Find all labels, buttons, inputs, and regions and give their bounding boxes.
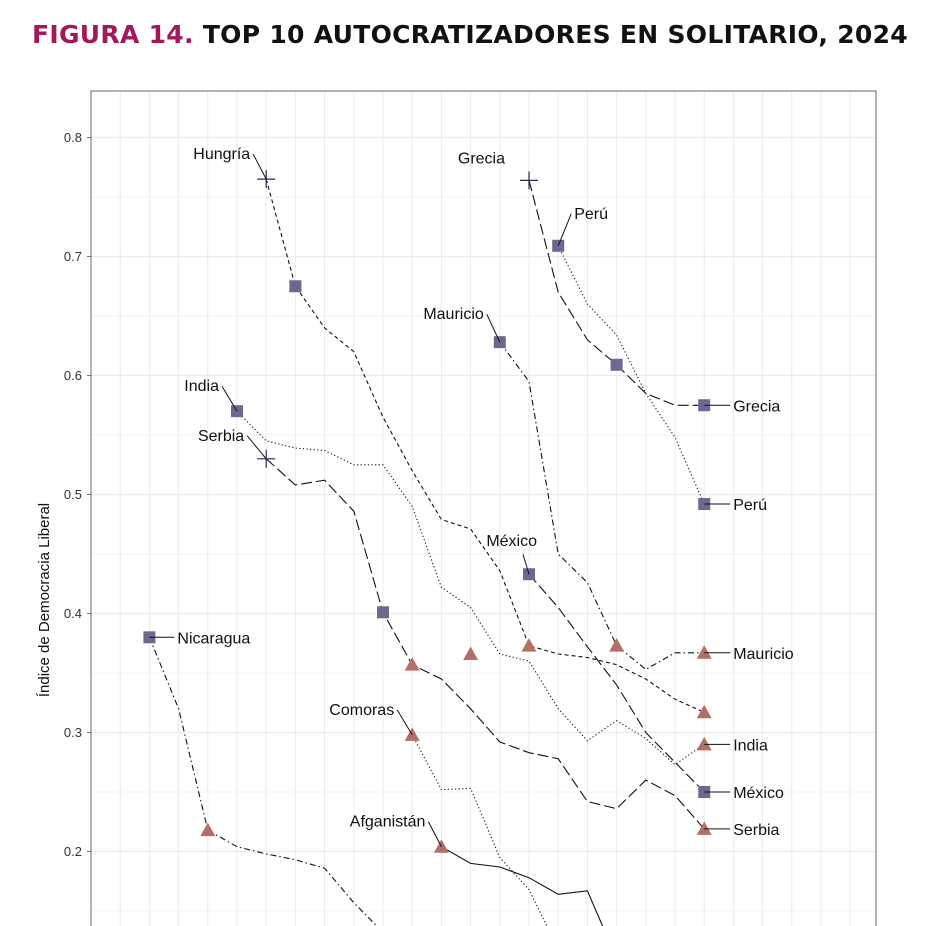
figure-title: FIGURA 14. TOP 10 AUTOCRATIZADORES EN SO… (32, 20, 908, 49)
y-tick-label: 0.5 (64, 487, 82, 502)
series-line-india (236, 410, 705, 766)
series-line-serbia (265, 458, 705, 830)
marker-triangle (696, 704, 712, 719)
grid-major-horizontal (91, 136, 876, 853)
series-label-india: India (733, 737, 768, 754)
series-line-comoras (411, 734, 548, 926)
series-label-méxico: México (733, 785, 784, 802)
marker-square (377, 606, 389, 619)
marker-triangle (463, 646, 479, 660)
marker-triangle (696, 821, 712, 835)
label-leader (396, 709, 413, 736)
label-leader (246, 435, 267, 460)
series-line-grecia (528, 180, 705, 406)
series-label-india: India (184, 378, 219, 395)
series-label-nicaragua: Nicaragua (177, 630, 250, 647)
series-label-mauricio: Mauricio (733, 646, 794, 663)
grid-minor-horizontal (91, 196, 876, 912)
series-label-serbia: Serbia (733, 822, 779, 839)
plot-background (91, 91, 876, 926)
label-leader (486, 313, 501, 343)
y-tick-label: 0.2 (64, 844, 82, 859)
series-label-comoras: Comoras (329, 702, 394, 719)
series-label-hungría: Hungría (193, 146, 250, 163)
y-tick-label: 0.3 (64, 725, 82, 740)
label-leader (221, 385, 238, 412)
series-labels: Hungría Grecia Grecia Perú Perú Mauricio Mauri… (149, 146, 794, 847)
y-tick-label: 0.7 (64, 249, 82, 264)
y-axis: 0.2 0.3 0.4 0.5 0.6 0.7 0.8 (64, 130, 91, 859)
marker-triangle (521, 638, 537, 652)
y-tick-label: 0.4 (64, 606, 82, 621)
series-label-serbia: Serbia (198, 428, 244, 445)
label-leader (252, 153, 267, 180)
y-tick-label: 0.6 (64, 368, 82, 383)
marker-triangle (696, 736, 712, 751)
series-line-afganistán (441, 846, 604, 926)
label-leader (557, 213, 572, 246)
y-tick-label: 0.8 (64, 130, 82, 145)
grid-minor-vertical (119, 91, 851, 926)
y-axis-label: Índice de Democracia Liberal (36, 503, 53, 697)
series-line-méxico (528, 573, 705, 793)
series-label-mauricio: Mauricio (423, 306, 484, 323)
marker-plus (520, 171, 538, 190)
series-label-perú: Perú (574, 206, 608, 223)
marker-triangle (609, 638, 625, 652)
series-label-perú: Perú (733, 497, 767, 514)
label-leader (522, 554, 530, 575)
marker-triangle (200, 822, 216, 837)
series-line-perú (557, 245, 705, 505)
series-label-afganistán: Afganistán (350, 814, 426, 831)
series-lines (148, 178, 705, 926)
series-label-grecia: Grecia (733, 398, 780, 415)
marker-square (610, 358, 623, 371)
marker-triangle (696, 645, 712, 659)
figure-number: FIGURA 14. (32, 20, 194, 49)
series-line-mauricio (499, 341, 705, 671)
series-line-nicaragua (148, 637, 378, 926)
chart-title: TOP 10 AUTOCRATIZADORES EN SOLITARIO, 20… (202, 20, 908, 49)
series-label-grecia: Grecia (458, 150, 505, 167)
plot-frame (90, 90, 877, 926)
marker-triangle (404, 657, 420, 671)
series-label-méxico: México (486, 533, 537, 550)
label-leader (427, 821, 442, 847)
marker-square (289, 280, 302, 293)
